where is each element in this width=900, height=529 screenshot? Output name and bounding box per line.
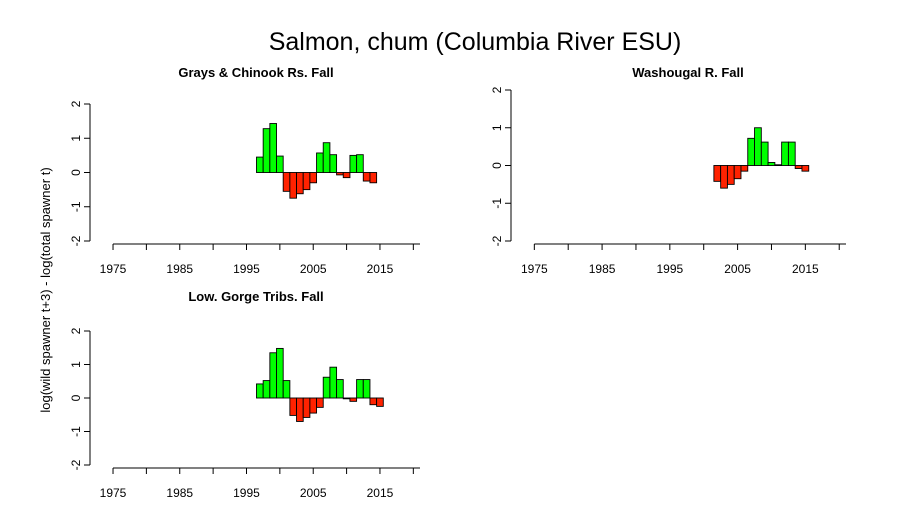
x-tick-label: 1975 bbox=[100, 262, 127, 276]
x-tick-label: 1995 bbox=[233, 486, 260, 500]
bar-mark bbox=[262, 128, 271, 173]
bar-mark bbox=[733, 165, 742, 180]
y-tick-label: -2 bbox=[69, 235, 83, 246]
bar-mark bbox=[256, 383, 264, 399]
y-tick-label: 2 bbox=[69, 327, 83, 334]
bar-mark bbox=[282, 172, 291, 192]
bar-mark bbox=[376, 397, 384, 407]
y-tick-label: -2 bbox=[490, 235, 504, 246]
bar-mark bbox=[787, 141, 796, 166]
x-tick-label: 2005 bbox=[300, 486, 327, 500]
chart-panel: Low. Gorge Tribs. Fall -2 -1 0 1 2 1975 1985 199… bbox=[69, 289, 420, 500]
x-tick-label: 1985 bbox=[589, 262, 616, 276]
y-tick-label: 1 bbox=[69, 135, 83, 142]
y-tick-label: -1 bbox=[490, 198, 504, 209]
x-tick-label: 2015 bbox=[367, 262, 394, 276]
y-tick-label: 1 bbox=[69, 361, 83, 368]
panels-group: Grays & Chinook Rs. Fall -2 -1 0 1 2 1975 1985 1… bbox=[69, 65, 846, 500]
bar-mark bbox=[342, 172, 351, 179]
y-tick-label: -1 bbox=[69, 426, 83, 437]
bar-mark bbox=[362, 172, 371, 182]
y-tick-label: 1 bbox=[490, 124, 504, 131]
y-tick-label: 0 bbox=[69, 394, 83, 401]
x-tick-label: 1995 bbox=[656, 262, 683, 276]
bar-mark bbox=[726, 165, 735, 185]
bar-mark bbox=[336, 379, 344, 399]
bar-mark bbox=[276, 347, 284, 399]
bar-mark bbox=[767, 162, 776, 166]
bar-mark bbox=[289, 397, 297, 416]
x-tick-label: 2015 bbox=[792, 262, 819, 276]
bar-mark bbox=[740, 165, 749, 172]
bar-mark bbox=[316, 397, 324, 408]
bar-mark bbox=[302, 397, 311, 418]
figure-title: Salmon, chum (Columbia River ESU) bbox=[269, 28, 682, 56]
bar-mark bbox=[369, 172, 378, 184]
bar-mark bbox=[342, 397, 351, 400]
bar-mark bbox=[316, 152, 324, 173]
y-tick-label: 2 bbox=[490, 86, 504, 93]
bar-mark bbox=[282, 380, 291, 399]
y-tick-label: -1 bbox=[69, 201, 83, 212]
y-tick-label: 0 bbox=[69, 169, 83, 176]
bar-mark bbox=[774, 164, 783, 167]
bar-mark bbox=[349, 397, 358, 402]
bar-mark bbox=[289, 172, 297, 199]
bar-mark bbox=[794, 165, 803, 169]
bar-mark bbox=[302, 172, 311, 191]
x-tick-label: 1995 bbox=[233, 262, 260, 276]
bar-mark bbox=[309, 397, 318, 414]
x-tick-label: 1985 bbox=[166, 262, 193, 276]
y-tick-label: -2 bbox=[69, 459, 83, 470]
bar-mark bbox=[356, 154, 364, 173]
bar-mark bbox=[269, 123, 277, 173]
chart-panel: Grays & Chinook Rs. Fall -2 -1 0 1 2 1975 1985 1… bbox=[69, 65, 420, 276]
bar-mark bbox=[713, 165, 722, 182]
bar-mark bbox=[296, 397, 304, 422]
x-tick-label: 1975 bbox=[100, 486, 127, 500]
chart-panel: Washougal R. Fall -2 -1 0 1 2 1975 1985 1995 2005… bbox=[490, 65, 846, 276]
bar-mark bbox=[720, 165, 728, 189]
x-tick-label: 1975 bbox=[521, 262, 548, 276]
bar-mark bbox=[760, 141, 769, 166]
y-tick-label: 0 bbox=[490, 162, 504, 169]
y-axis-label: log(wild spawner t+3) - log(total spawne… bbox=[38, 167, 53, 412]
bar-mark bbox=[336, 172, 344, 176]
bar-mark bbox=[309, 172, 318, 184]
bar-mark bbox=[322, 142, 331, 173]
bar-mark bbox=[754, 127, 762, 166]
x-tick-label: 2015 bbox=[367, 486, 394, 500]
x-tick-label: 2005 bbox=[300, 262, 327, 276]
bar-mark bbox=[747, 137, 755, 166]
bar-mark bbox=[262, 380, 271, 399]
bar-mark bbox=[269, 352, 277, 399]
bar-mark bbox=[362, 379, 371, 399]
bar-mark bbox=[322, 376, 331, 399]
bar-mark bbox=[349, 154, 358, 173]
x-tick-label: 2005 bbox=[724, 262, 751, 276]
panel-title: Washougal R. Fall bbox=[632, 65, 743, 80]
bar-mark bbox=[276, 155, 284, 173]
y-tick-label: 2 bbox=[69, 100, 83, 107]
panel-title: Low. Gorge Tribs. Fall bbox=[188, 289, 323, 304]
bar-mark bbox=[801, 165, 810, 172]
x-tick-label: 1985 bbox=[166, 486, 193, 500]
bar-mark bbox=[329, 154, 338, 173]
bar-mark bbox=[356, 379, 364, 399]
bar-mark bbox=[329, 366, 338, 399]
bar-mark bbox=[296, 172, 304, 195]
panel-title: Grays & Chinook Rs. Fall bbox=[178, 65, 333, 80]
bar-mark bbox=[256, 156, 264, 173]
bar-mark bbox=[781, 141, 789, 166]
bar-mark bbox=[369, 397, 378, 406]
